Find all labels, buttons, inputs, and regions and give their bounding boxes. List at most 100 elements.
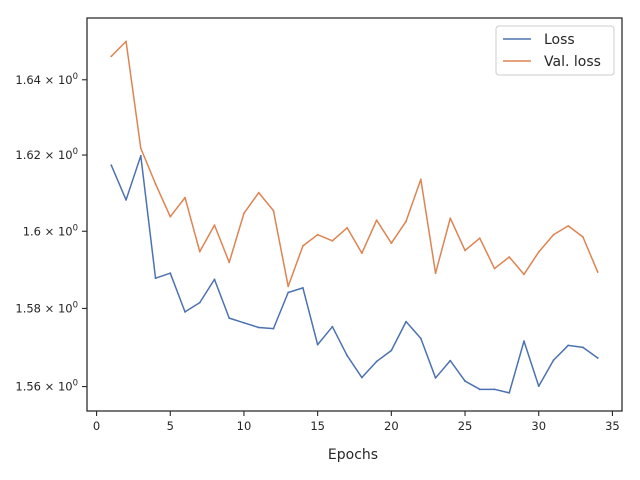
series-layer (110, 40, 599, 394)
data-point (169, 272, 172, 275)
data-point (582, 346, 584, 349)
legend: Loss Val. loss (495, 25, 615, 76)
data-point (125, 40, 127, 43)
data-point (419, 178, 422, 181)
data-point (360, 376, 363, 379)
data-point (552, 233, 555, 236)
data-point (228, 317, 231, 320)
data-point (390, 349, 393, 352)
data-point (139, 147, 142, 150)
x-tick-label: 20 (384, 419, 399, 433)
data-point (272, 209, 275, 212)
data-point (375, 360, 378, 363)
y-tick-label: 1.58 × 100 (15, 300, 78, 315)
data-point (375, 219, 378, 222)
y-tick-exponent: 0 (73, 147, 78, 157)
x-tick-label: 25 (458, 419, 473, 433)
data-point (478, 388, 481, 391)
y-tick-label: 1.64 × 100 (15, 72, 78, 87)
data-point (464, 249, 466, 252)
data-point (523, 273, 525, 276)
data-point (110, 55, 113, 58)
data-point (464, 380, 466, 382)
data-point (508, 391, 511, 394)
data-point (537, 385, 540, 388)
data-point (449, 359, 452, 362)
data-point (596, 357, 599, 359)
data-point (316, 233, 319, 236)
data-point (154, 183, 157, 185)
data-point (360, 252, 363, 255)
y-tick-mantissa: 1.56 × 10 (15, 380, 72, 394)
data-point (184, 311, 186, 313)
x-axis-title: Epochs (328, 447, 378, 463)
data-point (552, 359, 555, 362)
data-point (198, 250, 201, 253)
data-point (213, 224, 216, 227)
data-point (405, 320, 407, 323)
data-point (508, 256, 511, 258)
data-point (302, 244, 304, 247)
legend-label: Val. loss (544, 54, 601, 70)
data-point (434, 377, 437, 379)
data-point (257, 191, 260, 194)
data-point (198, 301, 201, 304)
data-point (228, 261, 231, 264)
x-tick-label: 10 (237, 419, 252, 433)
data-point (582, 236, 584, 238)
y-tick-exponent: 0 (73, 223, 78, 233)
data-point (346, 354, 349, 357)
data-point (139, 154, 142, 157)
x-tick-label: 5 (167, 419, 174, 433)
data-point (434, 272, 437, 275)
data-point (537, 251, 540, 253)
data-point (302, 286, 304, 289)
data-point (213, 278, 216, 281)
data-point (478, 237, 481, 240)
series-line-val-loss (110, 40, 599, 288)
y-tick-exponent: 0 (73, 379, 78, 389)
data-point (243, 212, 245, 215)
data-point (272, 327, 275, 330)
y-tick-label: 1.62 × 100 (15, 147, 78, 162)
y-tick-label: 1.6 × 100 (23, 223, 78, 238)
data-point (419, 337, 422, 340)
data-point (169, 215, 172, 218)
x-tick-label: 35 (605, 419, 620, 433)
data-point (110, 164, 113, 167)
legend-label: Loss (544, 32, 575, 48)
data-point (596, 271, 599, 273)
y-tick-mantissa: 1.58 × 10 (15, 301, 72, 315)
data-point (493, 267, 496, 270)
plot-frame (86, 17, 623, 412)
y-tick-label: 1.56 × 100 (15, 379, 78, 394)
series-line-loss (110, 155, 599, 394)
data-point (405, 220, 407, 223)
data-point (390, 242, 393, 245)
data-point (243, 321, 245, 324)
y-tick-mantissa: 1.64 × 10 (15, 73, 72, 87)
data-point (184, 196, 186, 199)
data-point (346, 226, 349, 229)
data-point (287, 285, 290, 288)
y-tick-exponent: 0 (73, 300, 78, 310)
x-tick-label: 0 (93, 419, 100, 433)
y-tick-mantissa: 1.62 × 10 (15, 148, 72, 162)
data-point (154, 277, 157, 280)
y-tick-exponent: 0 (73, 72, 78, 82)
x-axis: 0 5 10 15 20 25 30 35 (93, 411, 620, 433)
data-point (523, 340, 525, 343)
data-point (287, 291, 290, 294)
x-tick-label: 30 (531, 419, 546, 433)
x-tick-label: 15 (310, 419, 325, 433)
data-point (567, 224, 570, 227)
data-point (125, 199, 127, 201)
data-point (567, 344, 570, 347)
data-point (331, 239, 334, 242)
data-point (257, 326, 260, 329)
data-point (493, 388, 496, 391)
data-point (449, 217, 452, 220)
